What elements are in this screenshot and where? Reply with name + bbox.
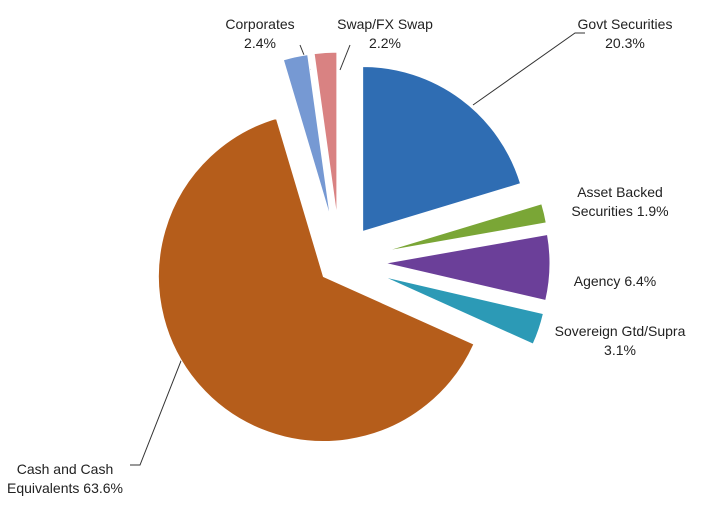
category-name: Sovereign Gtd/Supra xyxy=(554,323,686,339)
value-label: 1.9% xyxy=(636,203,669,219)
value-label: 2.2% xyxy=(369,35,401,51)
pie-slice xyxy=(384,233,551,302)
pie-slice xyxy=(382,275,544,345)
category-name: Asset Backed Securities xyxy=(571,184,663,219)
value-label: 20.3% xyxy=(605,35,645,51)
leader-line xyxy=(339,44,351,71)
category-name: Cash and Cash Equivalents xyxy=(7,461,114,496)
value-label: 6.4% xyxy=(624,273,657,289)
slice-label: Agency 6.4% xyxy=(555,272,675,291)
category-name: Agency xyxy=(573,273,621,289)
slice-label: Govt Securities 20.3% xyxy=(560,15,690,53)
slice-label: Asset Backed Securities 1.9% xyxy=(545,183,695,221)
pie-slice xyxy=(313,51,338,218)
category-name: Corporates xyxy=(225,16,295,32)
category-name: Swap/FX Swap xyxy=(337,16,433,32)
value-label: 2.4% xyxy=(244,35,276,51)
pie-slice xyxy=(362,65,522,233)
value-label: 63.6% xyxy=(83,480,123,496)
slice-label: Corporates 2.4% xyxy=(220,15,300,53)
pie-slice xyxy=(282,54,331,219)
category-name: Govt Securities xyxy=(577,16,673,32)
slice-label: Swap/FX Swap 2.2% xyxy=(330,15,440,53)
slice-label: Cash and Cash Equivalents 63.6% xyxy=(5,460,125,498)
value-label: 3.1% xyxy=(604,342,636,358)
slice-label: Sovereign Gtd/Supra 3.1% xyxy=(545,322,695,360)
pie-slice xyxy=(383,203,547,253)
pie-slice xyxy=(157,117,475,442)
leader-line xyxy=(472,32,585,106)
